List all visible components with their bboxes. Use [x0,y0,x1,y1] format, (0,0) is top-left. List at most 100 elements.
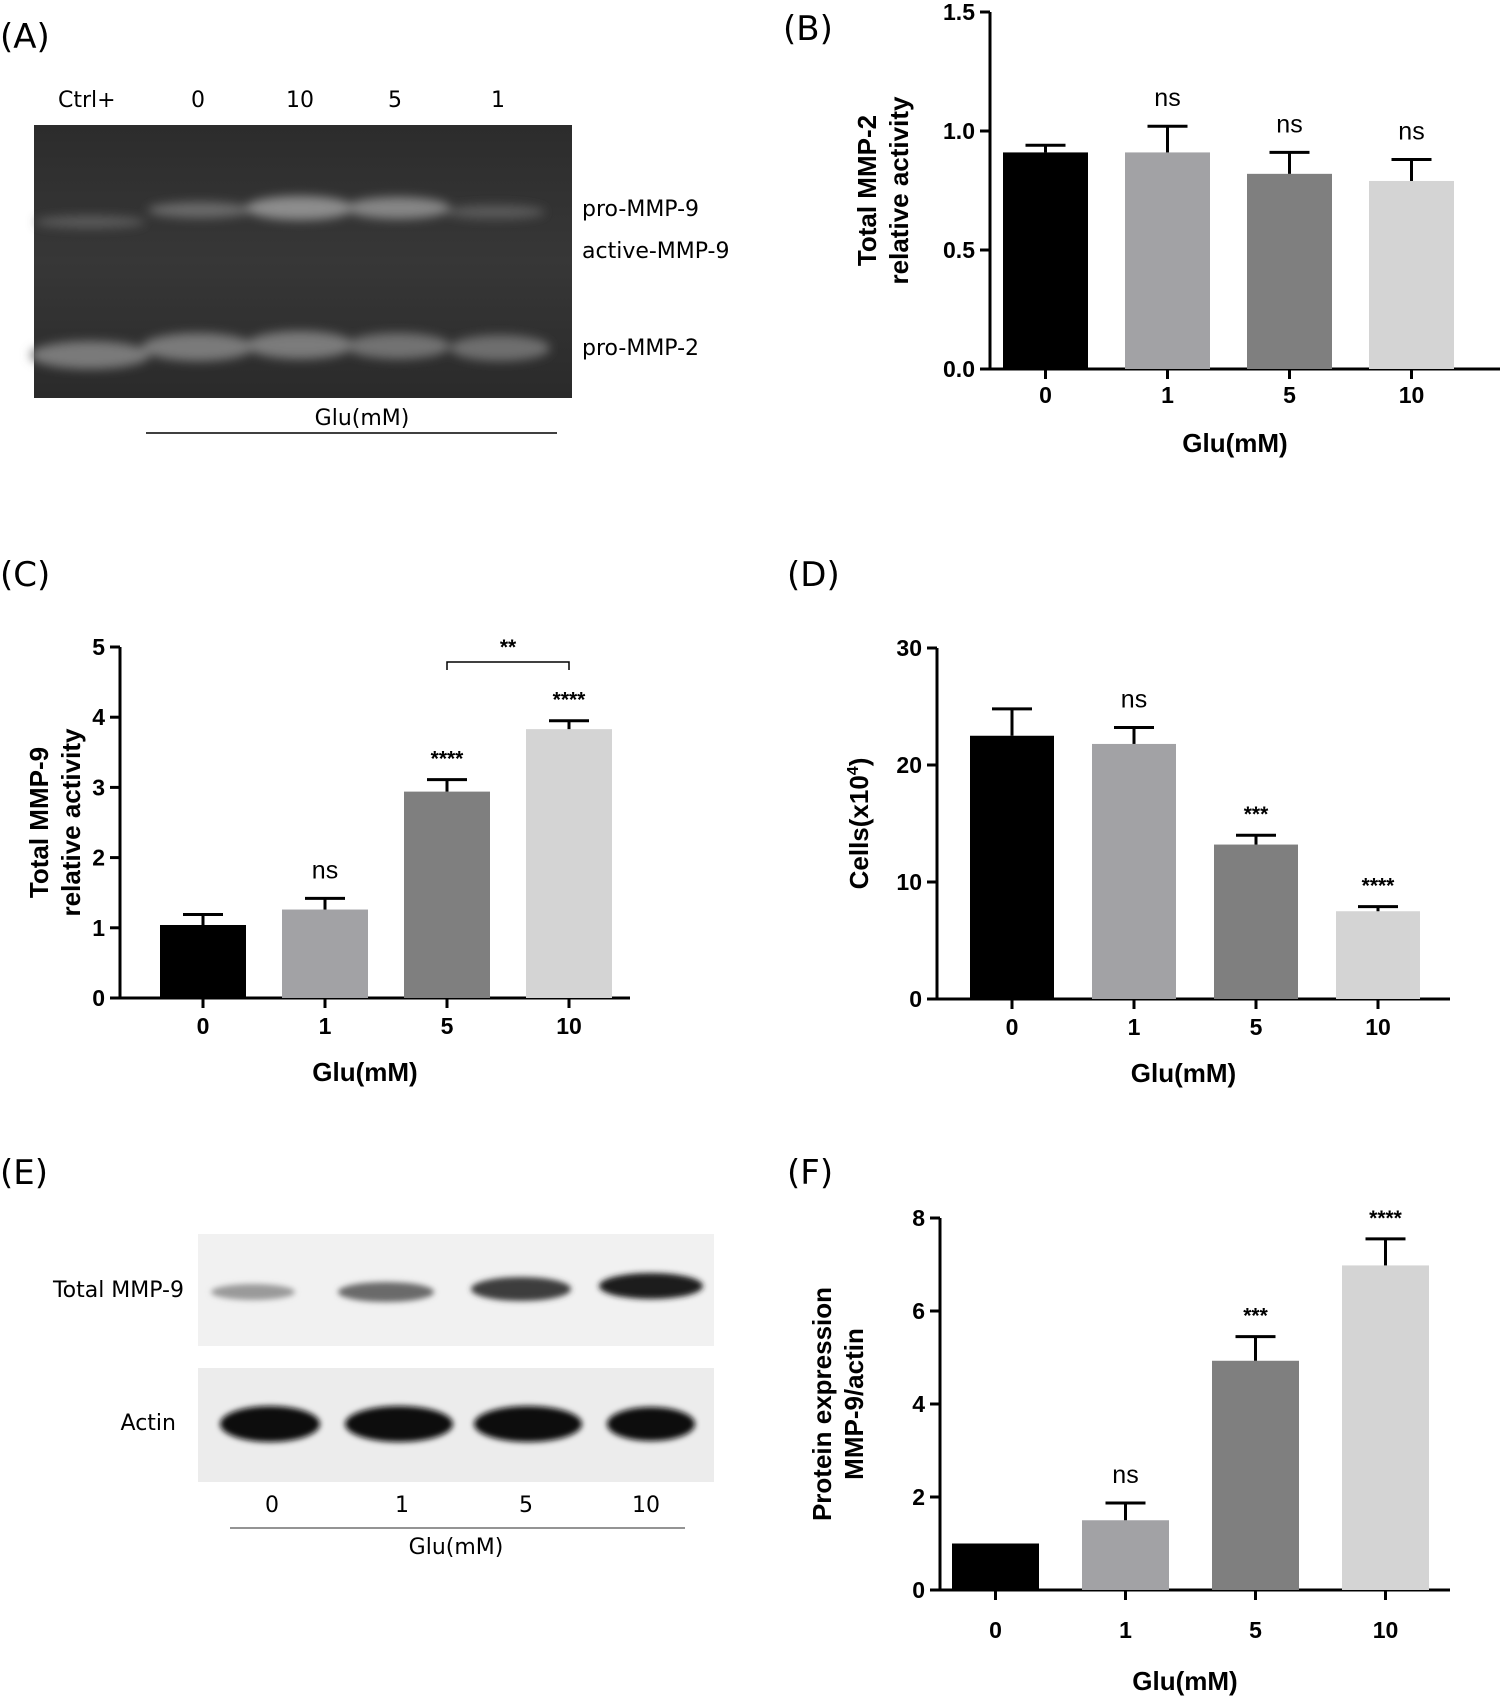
y-tick-label: 5 [92,634,105,660]
y-tick-label: 4 [92,704,105,730]
significance-label: **** [431,748,465,771]
zymogram-lane-label: Ctrl+ [58,88,116,113]
y-tick-label: 0 [912,1577,925,1603]
x-tick-label: 0 [989,1617,1002,1643]
chart-d: 0 10 20 30 0 1 ns 5 *** 10 **** Glu(mM) Cells(x104) [844,635,1450,1088]
bar [952,1543,1039,1590]
x-axis-title: Glu(mM) [312,1057,417,1087]
zymogram-band-label: pro-MMP-9 [582,197,699,222]
x-tick-label: 0 [1039,382,1052,408]
zymogram-xlabel: Glu(mM) [315,406,410,431]
zymogram-band-label: pro-MMP-2 [582,336,699,361]
bar [1247,173,1332,369]
significance-label: *** [1244,803,1269,826]
significance-label: **** [553,689,587,712]
significance-label: ns [312,856,338,884]
bar [1214,844,1298,999]
chart-b: 0.0 0.5 1.0 1.5 0 1 ns 5 ns 10 ns Glu(mM) Total MMP-… [852,0,1500,458]
y-tick-label: 1.5 [943,0,975,25]
significance-label: ns [1112,1461,1138,1489]
significance-label: **** [1362,875,1396,898]
bar [282,909,368,998]
significance-label: ns [1398,118,1424,146]
panel-label-d: (D) [787,555,840,595]
panel-label-b: (B) [783,9,833,49]
western-blot: Total MMP-9 Actin 0 1 5 10 Glu(mM) [52,1234,714,1560]
y-tick-label: 0 [909,986,922,1012]
blot-bands-actin [220,1406,695,1442]
bar [1336,911,1420,999]
blot-row-label: Actin [121,1411,176,1436]
blot-row-label: Total MMP-9 [52,1278,184,1303]
x-tick-label: 5 [1249,1617,1262,1643]
significance-bracket [446,661,570,670]
chart-f: 0 2 4 6 8 0 1 ns 5 *** 10 **** Glu(mM) Protein expres… [807,1205,1450,1696]
zymogram-lane-label: 1 [491,88,505,113]
y-axis-title: Cells(x104) [844,758,874,890]
blot-lane-label: 10 [632,1493,660,1518]
x-tick-label: 1 [1161,382,1174,408]
y-axis-title: Protein expressionMMP-9/actin [807,1287,869,1521]
y-tick-label: 3 [92,774,105,800]
bar [1125,152,1210,369]
y-tick-label: 0.5 [943,237,975,263]
x-tick-label: 1 [319,1013,332,1039]
panel-label-a: (A) [0,17,50,57]
y-tick-label: 1.0 [943,118,975,144]
bracket-label: ** [500,636,517,659]
panel-label-f: (F) [787,1153,833,1193]
x-axis-title: Glu(mM) [1131,1058,1236,1088]
zymogram-lane-label: 0 [191,88,205,113]
zymogram-lane-label: 10 [286,88,314,113]
zymogram-band-label: active-MMP-9 [582,239,730,264]
y-tick-label: 20 [896,752,922,778]
x-tick-label: 10 [556,1013,582,1039]
x-tick-label: 5 [441,1013,454,1039]
y-tick-label: 2 [912,1484,925,1510]
bar [1369,180,1454,369]
significance-label: ns [1276,110,1302,138]
bar [526,729,612,998]
y-tick-label: 0 [92,985,105,1011]
bar [404,791,490,998]
y-tick-label: 0.0 [943,356,975,382]
significance-label: **** [1369,1207,1403,1230]
bar [970,735,1054,999]
panel-label-c: (C) [0,555,50,595]
x-tick-label: 5 [1283,382,1296,408]
y-tick-label: 1 [92,915,105,941]
x-tick-label: 0 [1006,1014,1019,1040]
blot-lane-label: 0 [265,1493,279,1518]
blot-xlabel: Glu(mM) [409,1535,504,1560]
y-tick-label: 4 [912,1391,925,1417]
x-axis-title: Glu(mM) [1182,428,1287,458]
x-tick-label: 10 [1373,1617,1399,1643]
bar [160,924,246,998]
x-tick-label: 1 [1128,1014,1141,1040]
y-axis-title: Total MMP-2relative activity [852,96,914,284]
x-tick-label: 0 [197,1013,210,1039]
x-tick-label: 1 [1119,1617,1132,1643]
x-tick-label: 10 [1399,382,1425,408]
x-tick-label: 5 [1250,1014,1263,1040]
bar [1092,743,1176,999]
significance-label: ns [1154,84,1180,112]
y-tick-label: 2 [92,845,105,871]
bar [1342,1265,1429,1590]
bar [1212,1360,1299,1590]
zymogram: Ctrl+ 0 10 5 1 pro-MMP-9 active-MMP-9 pr… [30,88,730,434]
blot-lane-label: 1 [395,1493,409,1518]
bar [1003,152,1088,369]
bar [1082,1520,1169,1590]
panel-label-e: (E) [0,1153,48,1193]
x-tick-label: 10 [1365,1014,1391,1040]
zymogram-bands [30,196,550,369]
y-tick-label: 30 [896,635,922,661]
zymogram-lane-label: 5 [388,88,402,113]
y-axis-title: Total MMP-9relative activity [24,728,86,916]
blot-lane-label: 5 [519,1493,533,1518]
y-tick-label: 8 [912,1205,925,1231]
